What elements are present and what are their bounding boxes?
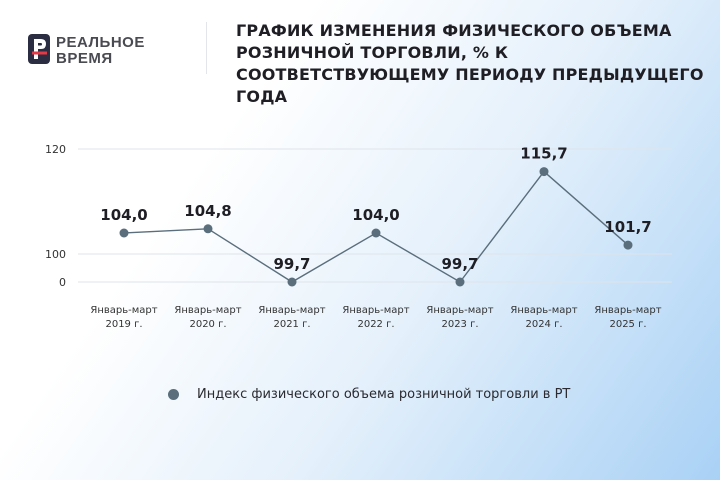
data-label: 115,7 <box>520 145 567 163</box>
brand-logo <box>28 34 50 64</box>
legend-marker <box>168 388 179 400</box>
data-point <box>371 228 381 238</box>
brand-name-line2: ВРЕМЯ <box>56 50 113 67</box>
legend-label: Индекс физического объема розничной торг… <box>197 386 571 402</box>
data-label: 101,7 <box>604 218 651 236</box>
brand-name-line1: РЕАЛЬНОЕ <box>56 34 145 51</box>
data-point <box>623 240 633 250</box>
x-tick-label: Январь-март 2020 г. <box>174 305 241 330</box>
chart-title: График изменения физического объема розн… <box>236 21 704 106</box>
data-label: 104,0 <box>352 206 399 224</box>
brand-name: РЕАЛЬНОЕ ВРЕМЯ <box>56 35 145 67</box>
x-tick-label: Январь-март 2019 г. <box>90 305 157 330</box>
data-label: 99,7 <box>441 255 478 273</box>
y-tick-label: 0 <box>59 276 66 289</box>
data-label: 99,7 <box>273 255 310 273</box>
data-point <box>119 228 129 238</box>
x-tick-label: Январь-март 2025 г. <box>594 305 661 330</box>
data-point <box>455 277 465 287</box>
x-tick-label: Январь-март 2021 г. <box>258 305 325 330</box>
chart-legend: Индекс физического объема розничной торг… <box>168 384 570 404</box>
x-tick-label: Январь-март 2024 г. <box>510 305 577 330</box>
y-tick-label: 100 <box>45 248 66 261</box>
data-label: 104,8 <box>184 202 231 220</box>
data-point <box>539 167 549 177</box>
data-point <box>203 224 213 234</box>
x-tick-label: Январь-март 2022 г. <box>342 305 409 330</box>
x-tick-label: Январь-март 2023 г. <box>426 305 493 330</box>
header-divider <box>206 22 207 74</box>
brand-logo-accent <box>32 51 47 55</box>
y-tick-label: 120 <box>45 143 66 156</box>
series-line <box>123 170 629 283</box>
data-label: 104,0 <box>100 206 147 224</box>
data-point <box>287 277 297 287</box>
